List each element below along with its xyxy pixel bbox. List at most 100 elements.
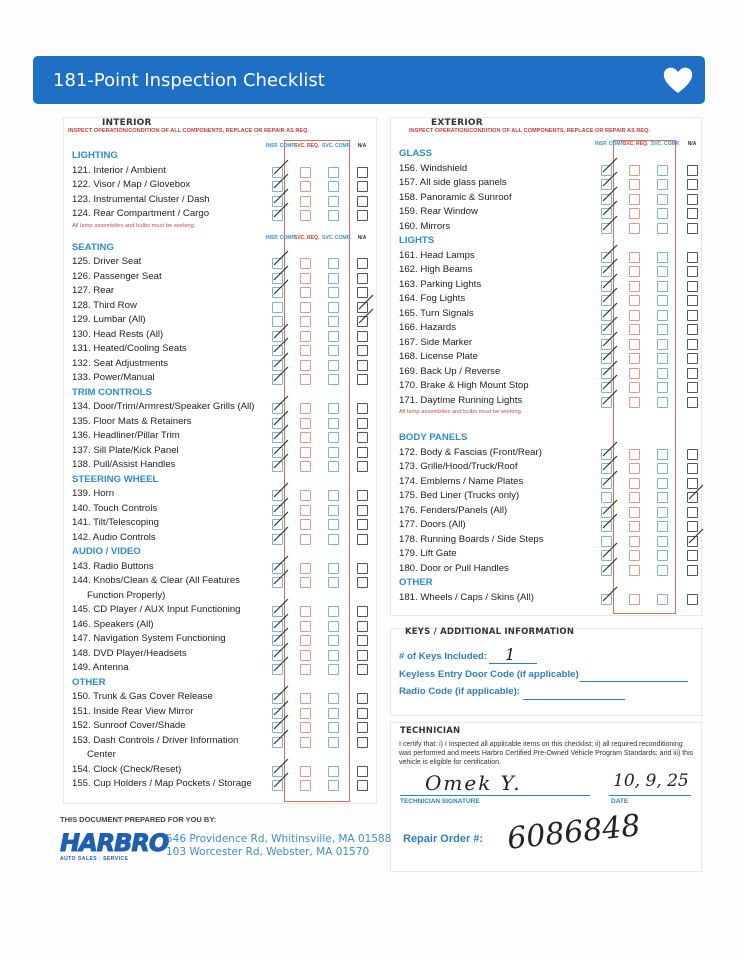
checkbox-req[interactable] xyxy=(300,533,311,545)
checkbox-na[interactable] xyxy=(687,280,698,292)
checkbox-req[interactable] xyxy=(629,193,640,205)
checkbox-insp[interactable] xyxy=(601,345,618,364)
checkbox-comp[interactable] xyxy=(328,722,339,733)
checkbox-na[interactable] xyxy=(357,374,368,385)
checkbox-req[interactable] xyxy=(300,374,311,385)
checkbox-req[interactable] xyxy=(300,195,311,207)
checkbox-insp[interactable] xyxy=(272,555,289,574)
checkbox-insp[interactable] xyxy=(272,627,289,646)
checkbox-comp[interactable] xyxy=(657,266,668,277)
checkbox-insp[interactable] xyxy=(601,215,618,234)
checkbox-na[interactable] xyxy=(357,181,368,192)
checkbox-na[interactable] xyxy=(687,396,698,408)
checkbox-comp[interactable] xyxy=(657,396,668,408)
checkbox-insp[interactable] xyxy=(601,171,618,190)
checkbox-insp[interactable] xyxy=(272,511,289,530)
checkbox-comp[interactable] xyxy=(657,506,668,518)
checkbox-comp[interactable] xyxy=(657,564,668,576)
checkbox-req[interactable] xyxy=(300,606,311,617)
checkbox-na[interactable] xyxy=(687,477,698,489)
checkbox-insp[interactable] xyxy=(272,352,289,371)
checkbox-comp[interactable] xyxy=(328,166,339,178)
checkbox-req[interactable] xyxy=(300,649,311,661)
checkbox-insp[interactable] xyxy=(272,772,289,791)
checkbox-insp[interactable] xyxy=(601,273,618,292)
checkbox-comp[interactable] xyxy=(657,550,668,561)
checkbox-na[interactable] xyxy=(357,287,368,298)
checkbox-req[interactable] xyxy=(629,382,640,393)
checkbox-na[interactable] xyxy=(357,490,368,501)
checkbox-na[interactable] xyxy=(357,649,368,661)
checkbox-insp[interactable] xyxy=(272,173,289,192)
checkbox-req[interactable] xyxy=(300,166,311,178)
checkbox-comp[interactable] xyxy=(328,533,339,545)
checkbox-na[interactable] xyxy=(687,266,698,277)
checkbox-req[interactable] xyxy=(629,550,640,561)
checkbox-comp[interactable] xyxy=(328,432,339,443)
checkbox-na[interactable] xyxy=(687,463,698,474)
checkbox-insp[interactable] xyxy=(601,513,618,532)
checkbox-req[interactable] xyxy=(629,338,640,350)
checkbox-insp[interactable] xyxy=(272,526,289,545)
checkbox-insp[interactable] xyxy=(272,569,289,588)
checkbox-insp[interactable] xyxy=(272,301,283,313)
checkbox-req[interactable] xyxy=(300,181,311,192)
checkbox-comp[interactable] xyxy=(328,707,339,719)
checkbox-comp[interactable] xyxy=(657,324,668,335)
checkbox-insp[interactable] xyxy=(601,316,618,335)
checkbox-na[interactable] xyxy=(687,506,698,518)
checkbox-insp[interactable] xyxy=(272,279,289,298)
checkbox-comp[interactable] xyxy=(328,210,339,221)
checkbox-comp[interactable] xyxy=(328,504,339,516)
checkbox-na[interactable] xyxy=(687,550,698,561)
checkbox-comp[interactable] xyxy=(328,693,339,704)
checkbox-na[interactable] xyxy=(687,338,698,350)
checkbox-comp[interactable] xyxy=(657,193,668,205)
checkbox-na[interactable] xyxy=(357,345,368,356)
checkbox-comp[interactable] xyxy=(657,295,668,306)
checkbox-req[interactable] xyxy=(300,736,311,748)
checkbox-insp[interactable] xyxy=(272,598,289,617)
checkbox-comp[interactable] xyxy=(657,164,668,176)
checkbox-na[interactable] xyxy=(357,577,368,588)
checkbox-insp[interactable] xyxy=(601,374,618,393)
checkbox-req[interactable] xyxy=(300,301,311,313)
checkbox-insp[interactable] xyxy=(272,159,289,178)
checkbox-na[interactable] xyxy=(357,635,368,646)
checkbox-insp[interactable] xyxy=(272,410,289,429)
checkbox-na[interactable] xyxy=(687,448,698,460)
checkbox-req[interactable] xyxy=(629,521,640,532)
checkbox-req[interactable] xyxy=(300,722,311,733)
checkbox-na[interactable] xyxy=(357,620,368,632)
checkbox-comp[interactable] xyxy=(657,208,668,219)
checkbox-na[interactable] xyxy=(357,722,368,733)
checkbox-na[interactable] xyxy=(687,309,698,321)
checkbox-req[interactable] xyxy=(629,179,640,190)
checkbox-na[interactable] xyxy=(357,210,368,221)
checkbox-insp[interactable] xyxy=(601,441,618,460)
checkbox-comp[interactable] xyxy=(328,635,339,646)
keys-field[interactable] xyxy=(489,663,537,664)
checkbox-comp[interactable] xyxy=(328,272,339,284)
checkbox-na[interactable] xyxy=(687,222,698,234)
checkbox-req[interactable] xyxy=(629,564,640,576)
checkbox-na[interactable] xyxy=(357,272,368,284)
checkbox-na[interactable] xyxy=(357,606,368,617)
checkbox-comp[interactable] xyxy=(657,477,668,489)
checkbox-na[interactable] xyxy=(687,164,698,176)
checkbox-comp[interactable] xyxy=(657,448,668,460)
checkbox-comp[interactable] xyxy=(657,251,668,263)
checkbox-insp[interactable] xyxy=(601,244,618,263)
checkbox-insp[interactable] xyxy=(601,535,612,547)
checkbox-comp[interactable] xyxy=(328,195,339,207)
checkbox-req[interactable] xyxy=(300,210,311,221)
checkbox-req[interactable] xyxy=(629,222,640,234)
checkbox-req[interactable] xyxy=(300,519,311,530)
checkbox-comp[interactable] xyxy=(657,353,668,364)
checkbox-insp[interactable] xyxy=(272,714,289,733)
checkbox-insp[interactable] xyxy=(272,613,289,632)
checkbox-req[interactable] xyxy=(300,780,311,791)
checkbox-req[interactable] xyxy=(629,309,640,321)
checkbox-insp[interactable] xyxy=(601,542,618,561)
checkbox-na[interactable] xyxy=(357,736,368,748)
